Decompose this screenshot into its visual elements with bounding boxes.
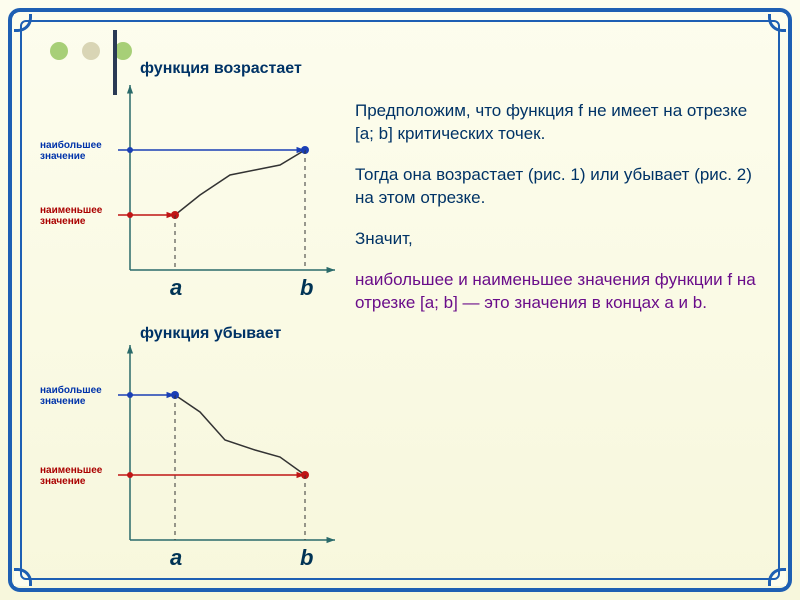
chart2-min-label: наименьшее значение	[40, 465, 102, 487]
slide: функция возрастает наибольшее значение н…	[0, 0, 800, 600]
chart1-a-label: a	[170, 275, 182, 301]
chart1-title: функция возрастает	[140, 60, 302, 78]
chart1-min-label: наименьшее значение	[40, 205, 102, 227]
chart1-b-label: b	[300, 275, 313, 301]
paragraph-2: Тогда она возрастает (рис. 1) или убывае…	[355, 164, 760, 210]
paragraph-3: Значит,	[355, 228, 760, 251]
explanation-text: Предположим, что функция f не имеет на о…	[355, 100, 760, 333]
chart1-max-label: наибольшее значение	[40, 140, 102, 162]
chart2-b-label: b	[300, 545, 313, 571]
chart2-a-label: a	[170, 545, 182, 571]
chart2-max-label: наибольшее значение	[40, 385, 102, 407]
paragraph-1: Предположим, что функция f не имеет на о…	[355, 100, 760, 146]
paragraph-emph: наибольшее и наименьшее значения функции…	[355, 269, 760, 315]
chart2-title: функция убывает	[140, 325, 281, 343]
